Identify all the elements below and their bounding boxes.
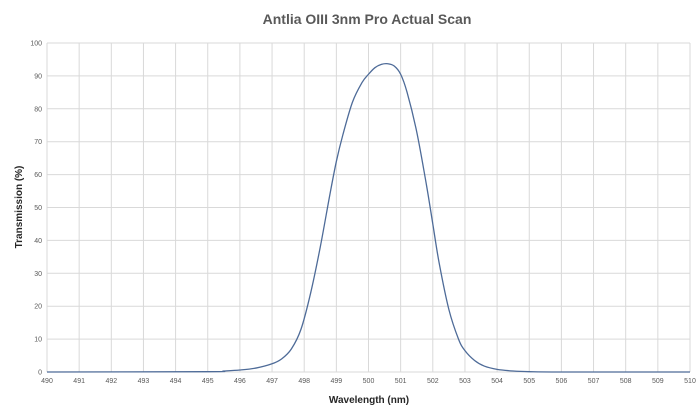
x-tick-label-493: 493 <box>138 378 150 385</box>
y-tick-label-100: 100 <box>30 41 42 48</box>
x-tick-label-500: 500 <box>363 378 375 385</box>
x-tick-label-497: 497 <box>266 378 278 385</box>
x-tick-label-504: 504 <box>491 378 503 385</box>
y-tick-label-30: 30 <box>34 271 42 278</box>
y-tick-label-40: 40 <box>34 238 42 245</box>
tick-labels: 0 10 20 30 40 50 60 70 80 90 100 490 491 492 493 494 495… <box>30 41 696 386</box>
y-tick-label-60: 60 <box>34 172 42 179</box>
y-tick-label-20: 20 <box>34 304 42 311</box>
y-axis-label: Transmission (%) <box>14 166 25 249</box>
x-tick-label-494: 494 <box>170 378 182 385</box>
y-tick-label-10: 10 <box>34 337 42 344</box>
x-tick-label-501: 501 <box>395 378 407 385</box>
x-tick-label-509: 509 <box>652 378 664 385</box>
x-axis-label: Wavelength (nm) <box>329 395 409 406</box>
x-tick-label-491: 491 <box>73 378 85 385</box>
y-tick-label-90: 90 <box>34 73 42 80</box>
y-tick-label-50: 50 <box>34 205 42 212</box>
x-tick-label-508: 508 <box>620 378 632 385</box>
series-layer <box>46 62 691 373</box>
x-tick-label-499: 499 <box>331 378 343 385</box>
x-tick-label-502: 502 <box>427 378 439 385</box>
y-tick-label-80: 80 <box>34 106 42 113</box>
x-tick-label-510: 510 <box>684 378 696 385</box>
series-line-0 <box>46 62 691 373</box>
chart-title: Antlia OIII 3nm Pro Actual Scan <box>263 11 472 27</box>
x-tick-label-498: 498 <box>298 378 310 385</box>
grid <box>46 42 691 373</box>
x-tick-label-505: 505 <box>523 378 535 385</box>
x-tick-label-492: 492 <box>105 378 117 385</box>
x-tick-label-495: 495 <box>202 378 214 385</box>
x-tick-label-506: 506 <box>556 378 568 385</box>
x-tick-label-503: 503 <box>459 378 471 385</box>
x-tick-label-490: 490 <box>41 378 53 385</box>
x-tick-label-496: 496 <box>234 378 246 385</box>
y-tick-label-0: 0 <box>38 370 42 377</box>
y-tick-label-70: 70 <box>34 139 42 146</box>
x-tick-label-507: 507 <box>588 378 600 385</box>
